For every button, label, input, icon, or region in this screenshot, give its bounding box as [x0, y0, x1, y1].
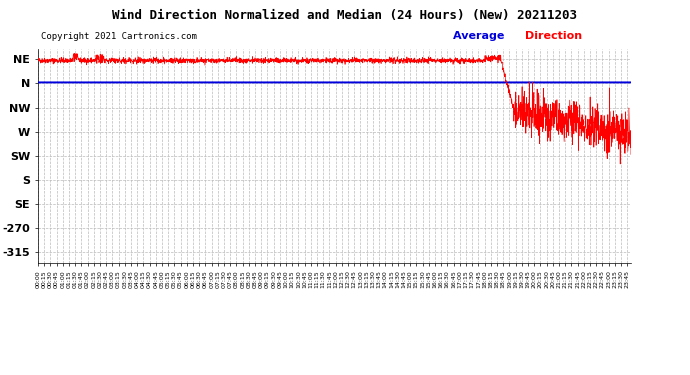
Text: Average: Average	[453, 31, 509, 41]
Text: Wind Direction Normalized and Median (24 Hours) (New) 20211203: Wind Direction Normalized and Median (24…	[112, 9, 578, 22]
Text: Copyright 2021 Cartronics.com: Copyright 2021 Cartronics.com	[41, 32, 197, 41]
Text: Direction: Direction	[524, 31, 582, 41]
